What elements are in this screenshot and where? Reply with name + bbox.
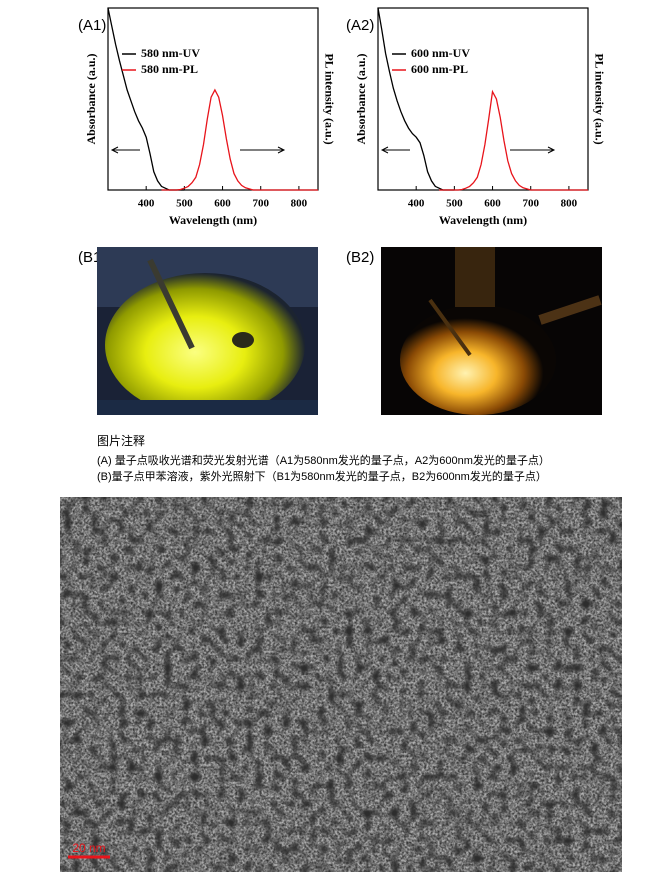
- x-tick-label: 500: [176, 198, 193, 210]
- x-tick-label: 400: [138, 198, 155, 210]
- x-tick-label: 500: [446, 198, 463, 210]
- caption-line: (A) 量子点吸收光谱和荧光发射光谱（A1为580nm发光的量子点，A2为600…: [97, 453, 550, 467]
- scale-bar-label: 20 nm: [72, 841, 105, 855]
- y2-axis-label: PL intensity (a.u.): [322, 53, 336, 144]
- x-tick-label: 600: [484, 198, 501, 210]
- x-tick-label: 600: [214, 198, 231, 210]
- panel-label: (B2): [346, 249, 374, 266]
- plot-frame: [107, 7, 319, 191]
- y-axis-label: Absorbance (a.u.): [354, 53, 368, 144]
- x-tick-label: 700: [252, 198, 269, 210]
- legend-label: 580 nm-UV: [141, 46, 200, 60]
- legend-label: 580 nm-PL: [141, 62, 198, 76]
- arrow: [510, 146, 556, 154]
- x-tick-label: 400: [408, 198, 425, 210]
- panel-label: (A2): [346, 17, 374, 34]
- x-tick-label: 800: [561, 198, 578, 210]
- arrow: [240, 146, 286, 154]
- photo-b1: [97, 247, 318, 415]
- y2-axis-label: PL intensity (a.u.): [592, 53, 606, 144]
- legend-label: 600 nm-PL: [411, 62, 468, 76]
- series-line: [161, 88, 318, 191]
- panel-label: (A1): [78, 17, 106, 34]
- x-axis-label: Wavelength (nm): [169, 213, 257, 227]
- series-line: [107, 7, 185, 191]
- photo-b2: [381, 247, 602, 415]
- y-axis-label: Absorbance (a.u.): [84, 53, 98, 144]
- arrow: [380, 146, 410, 154]
- series-line: [377, 7, 455, 191]
- legend-label: 600 nm-UV: [411, 46, 470, 60]
- series-line: [439, 89, 588, 191]
- x-tick-label: 700: [522, 198, 539, 210]
- x-tick-label: 800: [291, 198, 308, 210]
- caption-line: (B)量子点甲苯溶液，紫外光照射下（B1为580nm发光的量子点，B2为600n…: [97, 469, 547, 483]
- arrow: [110, 146, 140, 154]
- x-axis-label: Wavelength (nm): [439, 213, 527, 227]
- tem-image: 20 nm: [60, 497, 622, 872]
- caption-title: 图片注释: [97, 433, 145, 448]
- plot-frame: [377, 7, 589, 191]
